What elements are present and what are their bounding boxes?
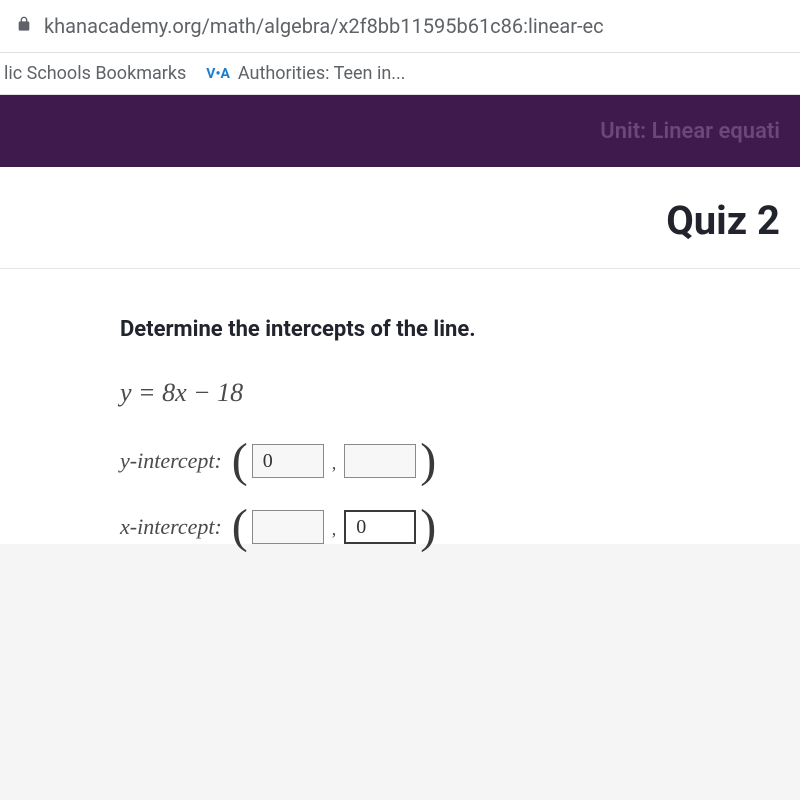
paren-open: (: [232, 447, 248, 476]
x-intercept-row: x-intercept: ( , ): [120, 510, 800, 544]
bookmark-schools-label: lic Schools Bookmarks: [4, 63, 186, 84]
bookmark-authorities-label: Authorities: Teen in...: [238, 63, 406, 84]
paren-close-2: ): [420, 513, 436, 542]
y-intercept-var: y: [120, 448, 130, 473]
course-banner: Unit: Linear equati: [0, 95, 800, 167]
bookmark-authorities[interactable]: V•A Authorities: Teen in...: [206, 63, 405, 84]
quiz-header: Quiz 2: [0, 167, 800, 269]
url-text[interactable]: khanacademy.org/math/algebra/x2f8bb11595…: [44, 14, 604, 38]
x-intercept-y-input[interactable]: [344, 510, 416, 544]
equation-rest: − 18: [187, 378, 244, 407]
x-intercept-x-input[interactable]: [252, 510, 324, 544]
bookmark-schools[interactable]: lic Schools Bookmarks: [4, 63, 186, 84]
paren-open-2: (: [232, 513, 248, 542]
y-intercept-x-input[interactable]: [252, 444, 324, 478]
equation-y: y: [120, 378, 132, 407]
y-intercept-rest: -intercept:: [130, 448, 222, 473]
voa-icon: V•A: [206, 66, 230, 82]
equation-eq: = 8: [132, 378, 176, 407]
x-intercept-rest: -intercept:: [130, 514, 222, 539]
equation-x: x: [175, 378, 187, 407]
quiz-content: Determine the intercepts of the line. y …: [0, 269, 800, 544]
lock-icon: [16, 16, 32, 36]
question-text: Determine the intercepts of the line.: [120, 317, 800, 342]
banner-unit-text: Unit: Linear equati: [600, 119, 780, 144]
x-intercept-var: x: [120, 514, 130, 539]
comma-2: ,: [332, 519, 337, 544]
equation: y = 8x − 18: [120, 378, 800, 408]
y-intercept-label: y-intercept:: [120, 448, 222, 474]
quiz-title: Quiz 2: [666, 197, 780, 244]
y-intercept-row: y-intercept: ( , ): [120, 444, 800, 478]
url-bar: khanacademy.org/math/algebra/x2f8bb11595…: [0, 0, 800, 53]
comma: ,: [332, 453, 337, 478]
bookmarks-bar: lic Schools Bookmarks V•A Authorities: T…: [0, 53, 800, 95]
paren-close: ): [420, 447, 436, 476]
y-intercept-y-input[interactable]: [344, 444, 416, 478]
x-intercept-label: x-intercept:: [120, 514, 222, 540]
